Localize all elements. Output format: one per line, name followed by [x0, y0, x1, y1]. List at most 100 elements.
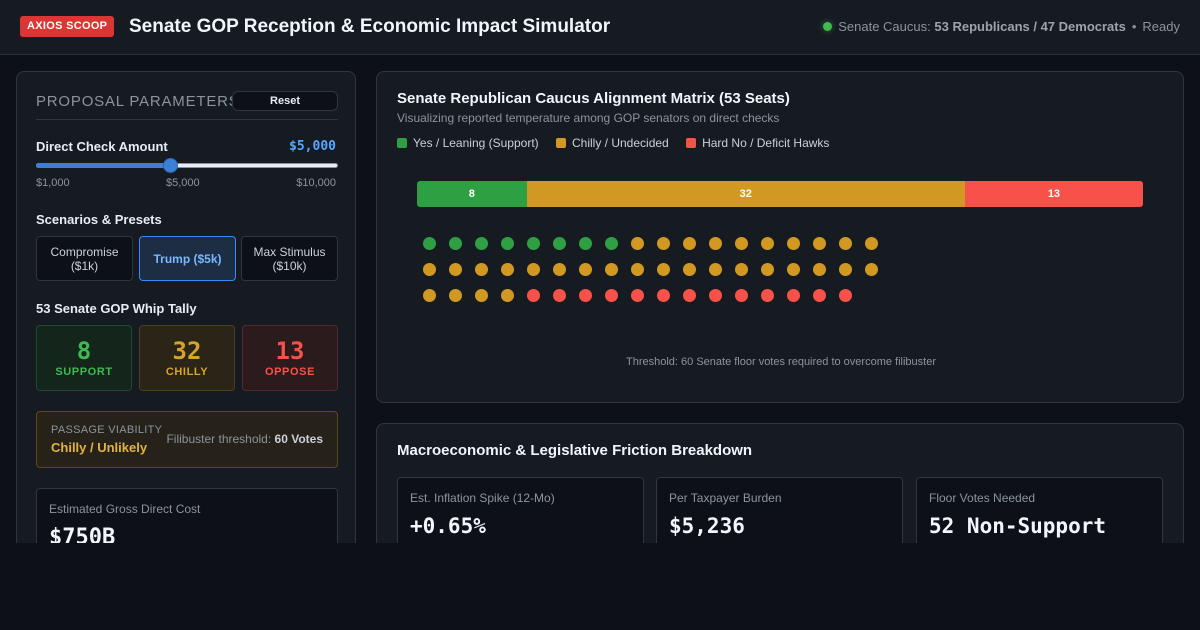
senator-dot-chilly: [423, 263, 436, 276]
senator-dot-chilly: [501, 289, 514, 302]
senator-dot-chilly: [709, 237, 722, 250]
panel-header: PROPOSAL PARAMETERS Reset: [36, 91, 338, 120]
senator-dot-chilly: [865, 263, 878, 276]
metric-taxpayer-caption: Per Taxpayer Burden: [669, 491, 782, 505]
legend-chilly-swatch: [556, 138, 566, 148]
tally-chilly-count: 32: [172, 337, 202, 365]
senator-dot-oppose: [839, 289, 852, 302]
panel-title: PROPOSAL PARAMETERS: [36, 93, 240, 110]
slider-tick-mid: $5,000: [166, 177, 200, 189]
app-title: Senate GOP Reception & Economic Impact S…: [129, 16, 611, 37]
status-separator: •: [1131, 19, 1137, 34]
senator-dot-chilly: [657, 263, 670, 276]
metric-inflation: Est. Inflation Spike (12-Mo) +0.65%: [397, 477, 644, 543]
senator-dot-chilly: [839, 263, 852, 276]
senator-dot-oppose: [631, 289, 644, 302]
senator-dot-chilly: [709, 263, 722, 276]
metric-floor-votes-caption: Floor Votes Needed: [929, 491, 1036, 505]
slider-tick-max: $10,000: [296, 177, 336, 189]
whip-tally-label: 53 Senate GOP Whip Tally: [36, 301, 197, 316]
reset-button[interactable]: Reset: [232, 91, 338, 111]
legend-support-swatch: [397, 138, 407, 148]
bar-segment-oppose: 13: [964, 181, 1143, 207]
filibuster-votes: 60 Votes: [274, 432, 323, 446]
metric-inflation-caption: Est. Inflation Spike (12-Mo): [410, 491, 555, 505]
senator-dot-chilly: [683, 263, 696, 276]
slider-tick-min: $1,000: [36, 177, 70, 189]
senator-dot-support: [553, 237, 566, 250]
gross-cost-value: $750B: [49, 525, 116, 543]
friction-breakdown-card: Macroeconomic & Legislative Friction Bre…: [376, 423, 1184, 543]
senator-dot-chilly: [579, 263, 592, 276]
check-amount-label: Direct Check Amount: [36, 139, 168, 154]
senator-dot-oppose: [813, 289, 826, 302]
caucus-status: Senate Caucus: 53 Republicans / 47 Democ…: [823, 19, 1180, 35]
senator-dot-oppose: [787, 289, 800, 302]
senator-dot-chilly: [631, 263, 644, 276]
preset-compromise-label: Compromise ($1k): [50, 244, 119, 273]
senator-dot-support: [501, 237, 514, 250]
senator-dot-support: [579, 237, 592, 250]
metric-inflation-value: +0.65%: [410, 514, 486, 538]
senator-dot-chilly: [423, 289, 436, 302]
senator-dot-oppose: [605, 289, 618, 302]
threshold-note: Threshold: 60 Senate floor votes require…: [626, 356, 936, 368]
gross-cost-box: Estimated Gross Direct Cost $750B: [36, 488, 338, 543]
senator-dot-chilly: [787, 237, 800, 250]
viability-caption: PASSAGE VIABILITY: [51, 424, 163, 436]
metric-taxpayer-value: $5,236: [669, 514, 745, 538]
senator-dot-oppose: [761, 289, 774, 302]
legend-chilly: Chilly / Undecided: [556, 136, 669, 150]
senator-dot-chilly: [683, 237, 696, 250]
senator-dot-chilly: [735, 263, 748, 276]
preset-max-stimulus-label: Max Stimulus ($10k): [253, 244, 326, 273]
status-state: Ready: [1142, 19, 1180, 34]
senator-dot-chilly: [813, 237, 826, 250]
tally-chilly-label: CHILLY: [165, 366, 209, 378]
senator-dot-chilly: [657, 237, 670, 250]
metric-taxpayer-burden: Per Taxpayer Burden $5,236: [656, 477, 903, 543]
senator-dot-chilly: [449, 263, 462, 276]
matrix-subtitle: Visualizing reported temperature among G…: [397, 111, 780, 125]
slider-thumb[interactable]: [163, 158, 179, 173]
tally-oppose-label: OPPOSE: [264, 366, 316, 378]
tally-support-count: 8: [76, 337, 92, 365]
proposal-parameters-panel: PROPOSAL PARAMETERS Reset Direct Check A…: [16, 71, 356, 543]
senator-dot-oppose: [683, 289, 696, 302]
senator-dot-oppose: [553, 289, 566, 302]
tally-chilly: 32 CHILLY: [139, 325, 235, 391]
friction-title: Macroeconomic & Legislative Friction Bre…: [397, 442, 753, 459]
senator-dot-support: [449, 237, 462, 250]
status-caucus: 53 Republicans / 47 Democrats: [934, 19, 1126, 34]
senator-dot-chilly: [527, 263, 540, 276]
senator-dot-chilly: [553, 263, 566, 276]
bar-segment-chilly: 32: [526, 181, 965, 207]
check-amount-slider[interactable]: [36, 158, 338, 173]
senator-dot-oppose: [657, 289, 670, 302]
legend-oppose: Hard No / Deficit Hawks: [686, 136, 829, 150]
legend-oppose-swatch: [686, 138, 697, 148]
preset-max-stimulus-button[interactable]: Max Stimulus ($10k): [241, 236, 338, 281]
status-prefix: Senate Caucus:: [838, 19, 931, 34]
senator-dot-chilly: [761, 237, 774, 250]
preset-trump-label: Trump ($5k): [153, 251, 222, 266]
filibuster-threshold: Filibuster threshold: 60 Votes: [166, 432, 323, 446]
metric-floor-votes-value: 52 Non-Support: [929, 514, 1107, 538]
senator-dot-oppose: [735, 289, 748, 302]
senator-dot-chilly: [631, 237, 644, 250]
preset-trump-button[interactable]: Trump ($5k): [139, 236, 236, 281]
gross-cost-caption: Estimated Gross Direct Cost: [49, 502, 201, 516]
tally-oppose: 13 OPPOSE: [242, 325, 338, 391]
preset-compromise-button[interactable]: Compromise ($1k): [36, 236, 133, 281]
senator-dot-chilly: [449, 289, 462, 302]
senator-dot-chilly: [605, 263, 618, 276]
senator-dot-chilly: [787, 263, 800, 276]
status-dot-icon: [823, 22, 833, 31]
senator-dot-chilly: [813, 263, 826, 276]
tally-support-label: SUPPORT: [55, 366, 113, 378]
tally-oppose-count: 13: [275, 337, 305, 365]
presets-label: Scenarios & Presets: [36, 212, 162, 227]
senator-dot-chilly: [475, 289, 488, 302]
senator-dot-oppose: [709, 289, 722, 302]
legend-support: Yes / Leaning (Support): [397, 136, 539, 150]
